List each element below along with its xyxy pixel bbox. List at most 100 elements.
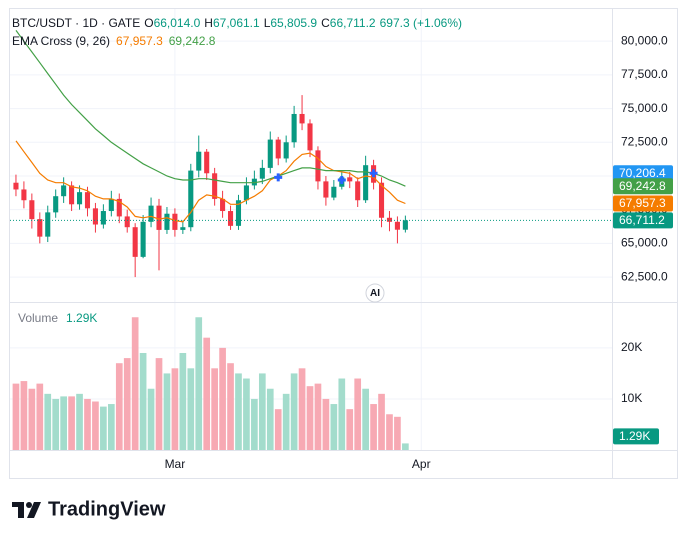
candle-body: [347, 177, 353, 182]
volume-bar: [362, 388, 369, 450]
volume-tick-label: 20K: [621, 340, 642, 354]
candle-body: [363, 165, 369, 201]
candle-body: [116, 198, 122, 217]
field-key: O: [144, 16, 153, 30]
volume-bar: [266, 388, 274, 450]
candle-body: [140, 221, 146, 257]
volume-bar: [20, 381, 28, 450]
volume-bar: [187, 368, 195, 450]
volume-bar: [12, 383, 20, 450]
candle-body: [180, 227, 186, 230]
y-tick-label: 80,000.0: [621, 33, 668, 47]
candle-body: [132, 227, 138, 257]
candle-body: [53, 196, 59, 213]
volume-bar: [258, 373, 266, 450]
volume-bar: [52, 398, 60, 450]
field-key: H: [204, 16, 213, 30]
ai-badge-label[interactable]: AI: [370, 288, 380, 299]
volume-bar: [44, 393, 52, 450]
y-tick-label: 75,000.0: [621, 101, 668, 115]
candle-body: [291, 113, 297, 143]
candle-body: [355, 181, 361, 201]
volume-bar: [338, 378, 346, 450]
candle-body: [323, 181, 329, 198]
price-badge-label: 70,206.4: [619, 166, 666, 180]
ema-line: [15, 30, 406, 187]
field-key: C: [321, 16, 330, 30]
volume-bar: [322, 398, 330, 450]
indicator-layer: [10, 30, 612, 223]
volume-bar: [115, 363, 123, 450]
volume-bar: [251, 398, 258, 450]
indicator-value: 67,957.3: [116, 34, 163, 48]
candle-body: [204, 151, 210, 174]
candle-body: [29, 200, 35, 220]
candle-body: [299, 113, 305, 124]
axis-layer: 62,500.065,000.067,500.070,000.072,500.0…: [165, 33, 673, 471]
volume-bar: [330, 404, 338, 450]
y-tick-label: 72,500.0: [621, 134, 668, 148]
price-badge: [613, 212, 673, 229]
volume-bar: [147, 388, 155, 450]
candle-body: [124, 216, 130, 228]
candle-body: [172, 213, 178, 230]
candle-body: [37, 219, 43, 237]
candle-body: [307, 123, 313, 151]
volume-bar: [282, 393, 290, 450]
volume-bar: [123, 358, 131, 450]
candle-body: [243, 185, 249, 201]
candle-body: [275, 139, 281, 159]
field-value: 65,805.9: [270, 16, 317, 30]
cross-marker: [274, 173, 283, 182]
logo-shape: [27, 502, 41, 518]
candle-body: [402, 220, 408, 230]
volume-bar: [203, 337, 211, 450]
x-tick-label: Mar: [165, 457, 186, 471]
indicator-name: EMA Cross (9, 26): [12, 34, 110, 48]
candle-body: [156, 205, 162, 230]
volume-bar: [76, 393, 83, 450]
volume-bar: [370, 404, 377, 450]
candle-body: [92, 208, 98, 225]
volume-bar: [378, 393, 385, 450]
volume-bar: [211, 368, 218, 450]
indicator-legend: EMA Cross (9, 26) 67,957.3 69,242.8: [12, 34, 216, 48]
volume-bar: [28, 388, 36, 450]
candle-body: [84, 192, 91, 209]
volume-bar: [219, 347, 226, 450]
logo-shape: [18, 502, 24, 518]
ai-badge[interactable]: [365, 283, 385, 303]
candle-body: [315, 150, 321, 182]
y-tick-label: 62,500.0: [621, 269, 668, 283]
volume-bar: [195, 317, 203, 450]
field-value: 67,061.1: [213, 16, 260, 30]
candle-body: [331, 186, 337, 198]
candle-body: [76, 192, 83, 205]
candle-body: [61, 185, 67, 197]
x-tick-label: Apr: [412, 457, 431, 471]
volume-bar: [100, 406, 107, 450]
candle-body: [188, 170, 194, 228]
change: 697.3 (+1.06%): [380, 16, 462, 30]
candle-body: [164, 213, 170, 230]
volume-bar: [394, 416, 401, 450]
cross-marker: [337, 176, 346, 185]
volume-legend: Volume 1.29K: [18, 311, 97, 325]
volume-bar: [131, 317, 139, 450]
candle-body: [386, 217, 393, 222]
volume-name: Volume: [18, 311, 58, 325]
volume-bar: [243, 378, 250, 450]
volume-bar: [314, 383, 322, 450]
volume-bar: [354, 378, 362, 450]
candle-body: [196, 151, 202, 171]
candle-body: [235, 200, 242, 226]
volume-bar: [346, 409, 354, 450]
field-key: L: [264, 16, 271, 30]
volume-bar: [274, 409, 282, 450]
price-badge: [613, 195, 673, 212]
candle-body: [100, 211, 106, 225]
grid-layer: [10, 9, 612, 450]
volume-bar: [60, 396, 67, 450]
candle-body: [394, 221, 400, 230]
